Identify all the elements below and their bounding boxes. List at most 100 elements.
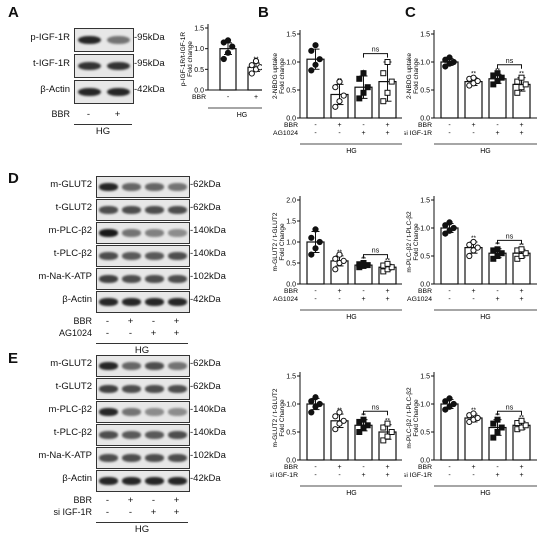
y-tick-label: 1.0 [286,240,296,247]
ns-label: ns [372,404,380,411]
data-point [364,84,371,91]
blot-band [122,275,141,283]
data-point [490,81,497,88]
blot-band [145,362,164,370]
data-point [356,95,363,102]
data-point [380,424,387,431]
data-point [490,420,497,427]
panel-letter-c: C [405,4,416,21]
treatment-sign: - [338,472,341,479]
blot-band [122,385,141,393]
y-tick-label: 0.5 [194,67,204,74]
blot-band [122,206,141,214]
treatment-sign: - [314,122,317,129]
blot-band [145,183,164,191]
group-label: HG [480,314,491,321]
blot-band [168,454,187,462]
treatment-sign: - [128,328,133,339]
blot-band [122,454,141,462]
significance-label: * [362,69,365,76]
blot-strip [96,222,190,244]
treatment-sign: + [114,109,121,120]
data-point [498,424,505,431]
data-point [340,257,347,265]
blot-kda-label: -140kDa [190,427,226,438]
treatment-sign: + [337,288,341,295]
data-point [518,246,525,253]
data-point [360,70,367,77]
significance-label: ** [337,407,343,414]
data-point [308,398,315,405]
ns-label: ns [372,47,380,54]
y-tick-label: 0.0 [286,458,296,465]
data-point [514,89,521,96]
group-label: HG [346,490,357,497]
blot-band [99,454,118,462]
blot-band [99,385,118,393]
blot-kda-label: -62kDa [190,202,221,213]
blot-kda-label: -62kDa [190,381,221,392]
treatment-sign: + [471,122,475,129]
treatment-sign: + [471,288,475,295]
blot-kda-label: -42kDa [190,294,221,305]
significance-label: ** [385,418,391,425]
bar [440,227,459,285]
treatment-label: si IGF-1R [53,507,92,517]
blot-row-label: β-Actin [62,473,92,484]
data-point [308,409,315,416]
blot-row-label: t-IGF-1R [33,58,70,69]
treatment-label: AG1024 [407,296,432,303]
data-point [446,403,453,410]
treatment-sign: - [314,464,317,471]
blot-row-label: t-GLUT2 [55,381,92,392]
data-point [316,400,323,408]
treatment-sign: + [385,130,389,137]
blot-band [122,362,141,370]
blot-kda-label: -95kDa [134,32,165,43]
y-axis-label: m-GLUT2 / t-GLUT2 [272,212,279,271]
data-point [224,37,232,44]
blot-band [145,252,164,260]
data-point [312,61,319,68]
data-point [336,420,343,427]
treatment-sign: - [448,288,451,295]
data-point [442,63,449,70]
panel-letter-b: B [258,4,269,21]
treatment-sign: + [337,122,341,129]
blot-band [145,206,164,214]
group-line [96,343,188,344]
y-tick-label: 0.0 [420,282,430,289]
data-point [442,230,449,237]
blot-band [168,229,187,237]
y-axis-label: Fold Change [413,399,420,437]
blot-band [168,408,187,416]
y-axis-label: m-PLC-β2 / t-PLC-β2 [406,211,413,273]
blot-kda-label: -62kDa [190,179,221,190]
data-point [332,266,339,273]
ns-label: ns [506,404,514,411]
y-axis-label: Fold change [413,58,420,94]
data-point [312,403,319,410]
significance-label: ** [337,249,343,256]
data-point [450,400,457,408]
blot-kda-label: -42kDa [190,473,221,484]
data-point [380,70,387,77]
y-tick-label: 1.5 [286,374,296,381]
y-axis-label: p-IGF-1R/t-IGF-1R [180,32,187,86]
blot-band [168,206,187,214]
ns-bracket [497,410,522,416]
blot-band [168,275,187,283]
data-point [494,429,501,435]
blot-strip [96,291,190,313]
y-tick-label: 0.0 [420,116,430,123]
blot-kda-label: -140kDa [190,404,226,415]
blot-strip [96,199,190,221]
y-tick-label: 1.0 [420,226,430,233]
blot-band [77,35,102,45]
treatment-sign: - [314,288,317,295]
blot-band [99,275,118,283]
treatment-sign: + [495,472,499,479]
data-point [470,238,477,246]
data-point [380,98,387,105]
data-point [356,429,363,435]
